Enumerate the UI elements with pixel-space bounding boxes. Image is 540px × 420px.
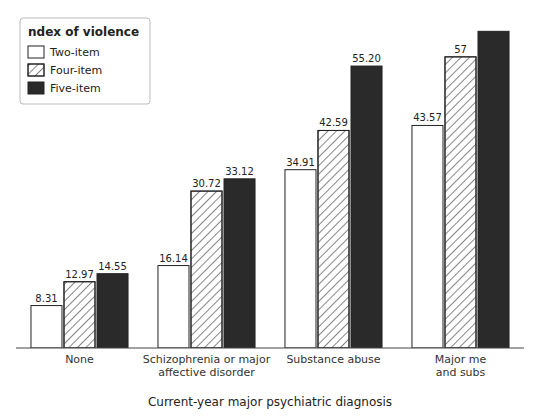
legend-swatch [28, 46, 44, 58]
legend-swatch [28, 82, 44, 94]
bar [64, 282, 95, 348]
bar-hatch [191, 191, 222, 348]
x-tick-label: Major meand subs [435, 353, 487, 379]
x-tick-label: Substance abuse [286, 353, 380, 366]
data-label: 33.12 [225, 166, 254, 177]
legend-label: Five-item [50, 82, 101, 95]
bar [158, 266, 189, 348]
legend: ndex of violence Two-item Four-item Five-it… [20, 18, 150, 104]
legend-swatch [28, 64, 44, 76]
bar [478, 31, 509, 348]
data-label: 16.14 [159, 253, 188, 264]
bar-hatch [318, 130, 349, 348]
bar [445, 57, 476, 348]
legend-label: Two-item [49, 46, 100, 59]
bar [191, 191, 222, 348]
x-axis-label: Current-year major psychiatric diagnosis [148, 395, 392, 409]
bar [31, 306, 62, 348]
legend-title: ndex of violence [28, 25, 139, 39]
data-label: 57 [454, 44, 467, 55]
chart: 8.31 16.14 34.91 43.57 12.97 30.72 42.59 57 14.5… [0, 0, 540, 420]
data-label: 12.97 [65, 269, 94, 280]
data-label: 55.20 [352, 53, 381, 64]
data-label: 30.72 [192, 178, 221, 189]
legend-box [20, 18, 150, 104]
x-tick-label: Schizophrenia or majoraffective disorder [143, 353, 271, 379]
data-label: 42.59 [319, 117, 348, 128]
bar [285, 170, 316, 348]
legend-label: Four-item [50, 64, 102, 77]
data-label: 14.55 [98, 261, 127, 272]
bar [318, 130, 349, 348]
bar-hatch [445, 57, 476, 348]
data-label: 43.57 [413, 112, 442, 123]
data-labels: 8.31 16.14 34.91 43.57 12.97 30.72 42.59 57 14.5… [35, 44, 467, 304]
bar [412, 125, 443, 348]
chart-container: 8.31 16.14 34.91 43.57 12.97 30.72 42.59 57 14.5… [0, 0, 540, 420]
data-label: 8.31 [35, 293, 57, 304]
bar [224, 179, 255, 348]
data-label: 34.91 [286, 157, 315, 168]
bar-hatch [64, 282, 95, 348]
x-tick-label: None [65, 353, 94, 366]
bar [351, 66, 382, 348]
bar [97, 274, 128, 348]
legend-swatch-hatch [28, 64, 44, 76]
x-axis-line [16, 348, 524, 349]
